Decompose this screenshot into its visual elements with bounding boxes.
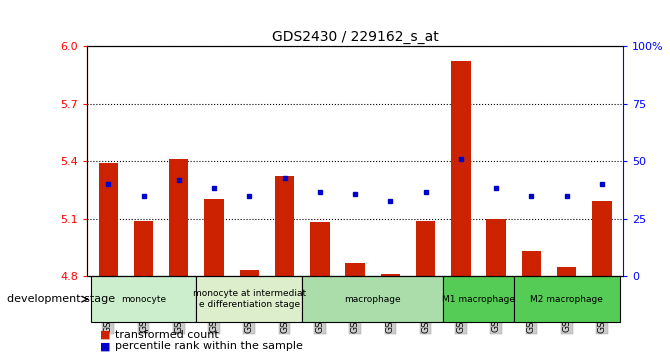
Bar	[240, 270, 259, 276]
Text: ■: ■	[100, 330, 115, 339]
Bar	[302, 276, 444, 322]
Text: macrophage: macrophage	[344, 295, 401, 304]
Text: M1 macrophage: M1 macrophage	[442, 295, 515, 304]
Bar	[514, 276, 620, 322]
Text: development stage: development stage	[7, 294, 115, 304]
Text: monocyte: monocyte	[121, 295, 166, 304]
Bar	[169, 159, 188, 276]
Text: monocyte at intermediat
e differentiation stage: monocyte at intermediat e differentiatio…	[193, 290, 306, 309]
Text: M2 macrophage: M2 macrophage	[530, 295, 603, 304]
Bar	[196, 276, 302, 322]
Bar	[592, 201, 612, 276]
Bar	[381, 274, 400, 276]
Text: ■: ■	[100, 341, 115, 351]
Bar	[134, 221, 153, 276]
Text: percentile rank within the sample: percentile rank within the sample	[115, 341, 303, 351]
Bar	[310, 222, 330, 276]
Bar	[275, 176, 294, 276]
Bar	[204, 199, 224, 276]
Text: transformed count: transformed count	[115, 330, 219, 339]
Bar	[90, 276, 196, 322]
Bar	[557, 267, 576, 276]
Bar	[522, 251, 541, 276]
Bar	[346, 263, 364, 276]
Bar	[444, 276, 514, 322]
Bar	[416, 221, 436, 276]
Bar	[451, 61, 470, 276]
Bar	[486, 219, 506, 276]
Bar	[98, 163, 118, 276]
Title: GDS2430 / 229162_s_at: GDS2430 / 229162_s_at	[272, 30, 438, 44]
